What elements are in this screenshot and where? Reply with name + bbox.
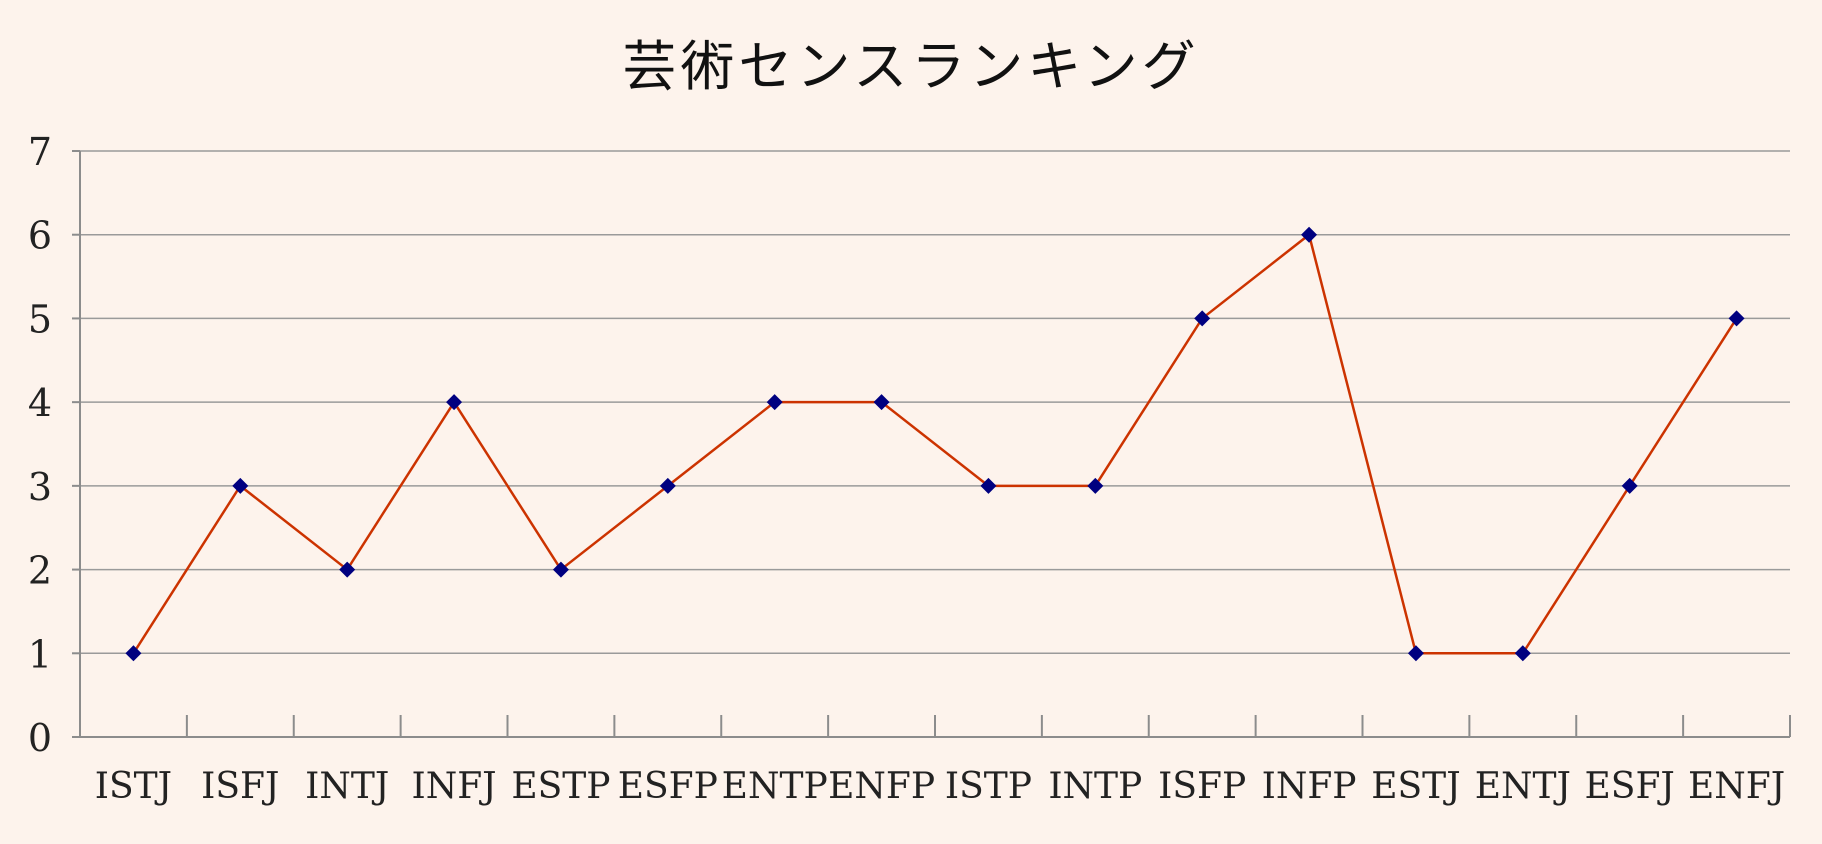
x-tick-label: ISTP <box>945 766 1032 807</box>
data-point <box>125 645 142 662</box>
series-line <box>132 232 1738 655</box>
y-tick-label: 3 <box>28 465 52 509</box>
data-point <box>1407 645 1424 662</box>
data-point <box>552 561 569 578</box>
data-point <box>446 394 463 411</box>
data-point <box>232 477 249 494</box>
x-tick-label: ESFJ <box>1585 766 1675 807</box>
x-tick-label: INFP <box>1262 766 1357 807</box>
x-tick-label: ENTP <box>722 766 828 807</box>
x-tick-label: INTP <box>1048 766 1142 807</box>
x-tick-label: ESTJ <box>1371 766 1460 807</box>
y-tick-label: 6 <box>28 214 52 258</box>
x-tick-label: INTJ <box>305 766 389 807</box>
x-tick-label: ISFJ <box>201 766 279 807</box>
data-point <box>873 394 890 411</box>
x-tick-label: ENFP <box>828 766 935 807</box>
y-tick-label: 2 <box>28 549 52 593</box>
y-tick-label: 1 <box>28 632 52 676</box>
y-tick-label: 5 <box>28 297 52 341</box>
x-tick-label: ESFP <box>618 766 718 807</box>
x-tick-label: ISTJ <box>95 766 172 807</box>
data-point <box>980 477 997 494</box>
x-tick-label: ENTJ <box>1475 766 1571 807</box>
x-tick-label: ENFJ <box>1688 766 1785 807</box>
data-point <box>766 394 783 411</box>
data-point <box>1194 310 1211 327</box>
data-point <box>1728 310 1745 327</box>
chart-title: 芸術センスランキング <box>622 35 1200 98</box>
y-tick-label: 0 <box>28 716 52 760</box>
data-point <box>659 477 676 494</box>
data-point <box>1301 226 1318 243</box>
data-point <box>1514 645 1531 662</box>
data-point <box>1087 477 1104 494</box>
x-tick-label: INFJ <box>411 766 496 807</box>
y-tick-label: 7 <box>28 130 52 174</box>
x-tick-label: ISFP <box>1158 766 1246 807</box>
data-point <box>1621 477 1638 494</box>
x-tick-label: ESTP <box>511 766 610 807</box>
data-point <box>339 561 356 578</box>
y-tick-label: 4 <box>28 381 52 425</box>
